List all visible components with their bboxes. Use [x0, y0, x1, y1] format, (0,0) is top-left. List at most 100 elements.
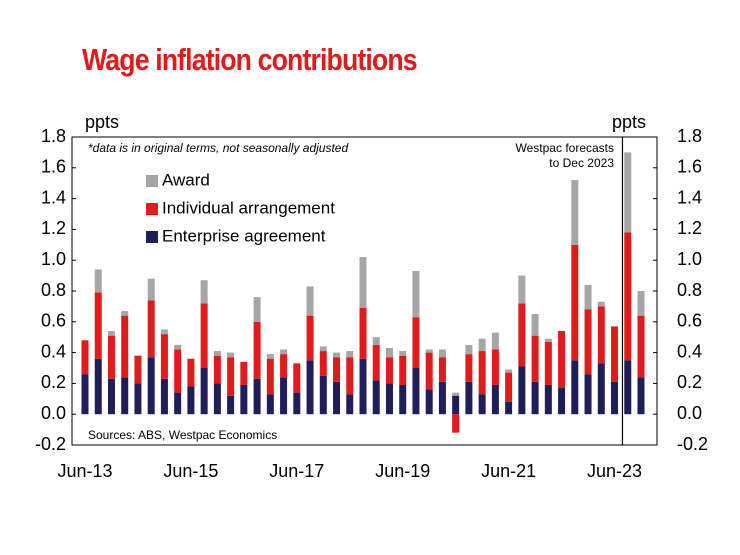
bar: [385, 347, 393, 358]
y2-tick-label: 0.8: [677, 280, 702, 300]
bar: [438, 357, 446, 382]
bar: [121, 311, 129, 316]
y-tick-label: 0.6: [41, 311, 66, 331]
bar: [465, 344, 473, 355]
bar: [346, 357, 354, 395]
bar: [584, 284, 592, 310]
x-tick-label: Jun-19: [375, 461, 430, 481]
chart-title: Wage inflation contributions: [82, 43, 417, 77]
bar: [385, 383, 393, 415]
bar: [518, 366, 526, 415]
bar: [174, 349, 182, 393]
bar: [478, 338, 486, 352]
bar: [452, 392, 460, 396]
bar: [293, 363, 301, 393]
bar: [359, 358, 367, 415]
bar: [412, 368, 420, 415]
bar: [266, 358, 274, 395]
bar: [544, 384, 552, 415]
bar: [160, 378, 168, 415]
bar: [121, 377, 129, 415]
bar: [372, 344, 380, 381]
bar: [491, 332, 499, 350]
y2-tick-label: 1.4: [677, 187, 702, 207]
y2-tick-label: 0.6: [677, 311, 702, 331]
bar: [637, 291, 645, 316]
bar: [227, 395, 235, 415]
bar: [200, 303, 208, 368]
bar: [227, 357, 235, 396]
bar: [280, 354, 288, 378]
y2-tick-label: 0.4: [677, 341, 702, 361]
bar: [531, 314, 539, 336]
y-axis-label: ppts: [85, 112, 119, 132]
bar: [571, 180, 579, 245]
bar: [637, 377, 645, 415]
bar: [147, 300, 155, 358]
bar: [333, 381, 341, 415]
y-tick-label: 0.2: [41, 372, 66, 392]
x-tick-label: Jun-23: [587, 461, 642, 481]
bar: [319, 346, 327, 352]
bar: [465, 354, 473, 382]
bar: [385, 357, 393, 384]
bar: [637, 315, 645, 378]
bar: [558, 388, 566, 415]
bar: [333, 357, 341, 382]
bar: [147, 278, 155, 301]
x-tick-label: Jun-13: [57, 461, 112, 481]
bar: [94, 269, 102, 293]
bar: [505, 401, 513, 415]
legend-swatch: [146, 203, 158, 215]
bar: [280, 349, 288, 355]
legend-swatch: [146, 175, 158, 187]
bar: [121, 315, 129, 378]
legend-label: Enterprise agreement: [162, 226, 326, 245]
y-tick-label: -0.2: [35, 434, 66, 454]
x-tick-label: Jun-21: [481, 461, 536, 481]
y-tick-label: 0.4: [41, 341, 66, 361]
y-tick-label: 1.6: [41, 157, 66, 177]
source: Sources: ABS, Westpac Economics: [88, 428, 277, 442]
bar: [253, 378, 261, 415]
y2-tick-label: 0.2: [677, 372, 702, 392]
legend-label: Individual arrangement: [162, 198, 335, 217]
y2-tick-label: 1.6: [677, 157, 702, 177]
bar: [306, 315, 314, 361]
bar: [160, 329, 168, 335]
y-tick-label: 1.2: [41, 218, 66, 238]
x-tick-label: Jun-17: [269, 461, 324, 481]
note: *data is in original terms, not seasonal…: [88, 141, 348, 155]
bar: [107, 335, 115, 379]
bar: [597, 363, 605, 415]
annotation: to Dec 2023: [549, 156, 614, 170]
bar: [531, 335, 539, 382]
bar: [412, 317, 420, 368]
bar: [544, 341, 552, 385]
y-tick-label: 0.8: [41, 280, 66, 300]
bar: [359, 307, 367, 359]
bar: [478, 351, 486, 395]
bar: [200, 368, 208, 415]
bar: [505, 369, 513, 373]
x-tick-label: Jun-15: [163, 461, 218, 481]
bar: [227, 352, 235, 358]
bar: [624, 360, 632, 415]
bar: [465, 381, 473, 415]
bar: [174, 344, 182, 350]
bar: [624, 232, 632, 361]
bar: [174, 392, 182, 415]
bar: [94, 292, 102, 359]
bar: [491, 349, 499, 385]
bar: [94, 358, 102, 415]
bar: [452, 414, 460, 433]
bar: [611, 326, 619, 382]
bar: [425, 349, 433, 353]
bar: [518, 303, 526, 367]
bar: [584, 374, 592, 415]
bar: [253, 297, 261, 322]
bar: [240, 384, 248, 415]
bar: [438, 349, 446, 358]
y-tick-label: 1.0: [41, 249, 66, 269]
